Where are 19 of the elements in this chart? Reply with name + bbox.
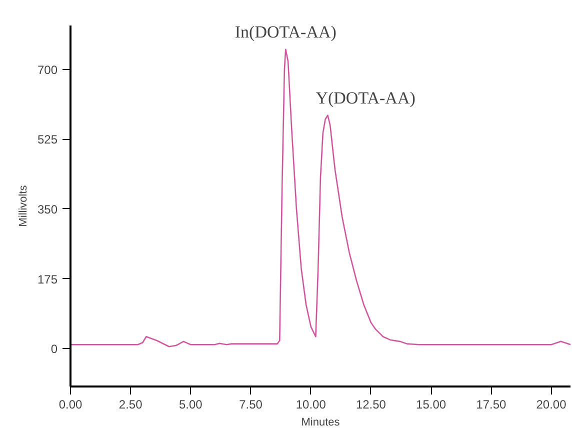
y-tick-label: 0 — [50, 342, 58, 356]
y-tick-label: 175 — [37, 272, 58, 286]
line-series — [70, 48, 570, 348]
x-tick-label: 5.00 — [179, 398, 203, 412]
y-tick-label: 350 — [37, 202, 58, 216]
annotation: In(DOTA-AA) — [234, 22, 336, 42]
x-tick-label: 12.50 — [356, 398, 386, 412]
annotation: Y(DOTA-AA) — [316, 88, 416, 108]
x-tick-label: 17.50 — [476, 398, 507, 412]
y-axis-title: Millivolts — [17, 184, 30, 227]
y-tick-label: 700 — [37, 62, 58, 77]
x-tick-label: 15.00 — [416, 398, 446, 412]
x-tick-label: 0.00 — [58, 398, 83, 412]
x-tick-label: 10.00 — [296, 398, 326, 412]
x-tick-label: 7.50 — [239, 398, 263, 412]
x-tick-label: 2.50 — [118, 398, 143, 412]
x-tick-label: 20.00 — [536, 398, 567, 412]
x-axis-title: Minutes — [301, 416, 340, 428]
y-tick-label: 525 — [37, 132, 58, 147]
